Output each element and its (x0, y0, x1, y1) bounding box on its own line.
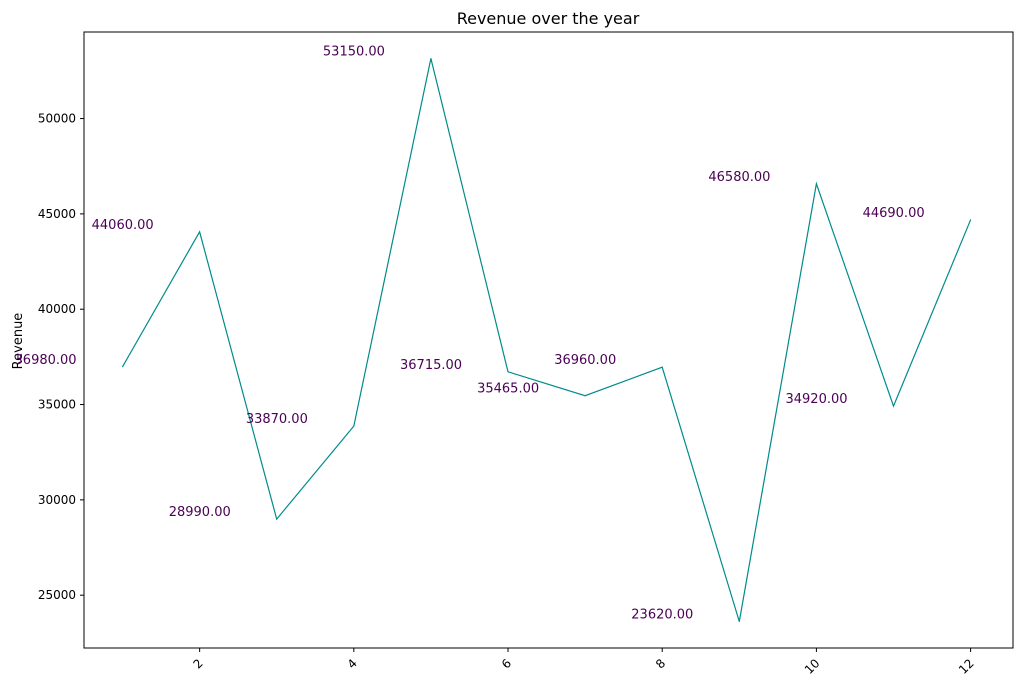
data-point (122, 366, 124, 368)
data-point (584, 395, 586, 397)
x-tick-label: 10 (802, 656, 823, 677)
y-tick-label: 40000 (38, 302, 76, 316)
data-point (661, 366, 663, 368)
x-tick-label: 12 (956, 656, 977, 677)
y-axis-label: Revenue (11, 313, 26, 370)
data-label: 23620.00 (631, 607, 693, 622)
data-label: 35465.00 (477, 382, 539, 397)
data-label: 28990.00 (169, 505, 231, 520)
data-label: 36980.00 (15, 353, 77, 368)
y-tick-label: 30000 (38, 493, 76, 507)
y-tick-label: 45000 (38, 207, 76, 221)
data-label: 36960.00 (554, 353, 616, 368)
revenue-series-line (121, 58, 972, 622)
data-point (199, 231, 201, 233)
data-label: 44690.00 (863, 206, 925, 221)
series-layer (121, 58, 972, 622)
y-tick-label: 35000 (38, 398, 76, 412)
data-label: 34920.00 (785, 392, 847, 407)
data-labels-layer: 36980.00 44060.00 28990.00 33870.00 53150.00… (15, 45, 925, 623)
data-point (353, 425, 355, 427)
data-point (507, 371, 509, 373)
plot-frame (83, 31, 1014, 649)
x-tick-label: 4 (345, 656, 360, 671)
data-label: 46580.00 (708, 170, 770, 185)
x-tick-label: 2 (190, 656, 205, 671)
chart-title: Revenue over the year (457, 9, 640, 28)
data-label: 36715.00 (400, 358, 462, 373)
data-point (815, 183, 817, 185)
data-label: 33870.00 (246, 412, 308, 427)
data-point (738, 620, 740, 622)
data-label: 44060.00 (92, 218, 154, 233)
data-point (430, 58, 432, 60)
y-tick-label: 25000 (38, 588, 76, 602)
data-label: 53150.00 (323, 45, 385, 60)
data-point (970, 219, 972, 221)
axes: 25000 30000 35000 40000 45000 50000 2 4 6 8 10 12 (38, 31, 1014, 677)
y-tick-label: 50000 (38, 112, 76, 126)
data-point (276, 518, 278, 520)
data-point (893, 405, 895, 407)
x-tick-label: 8 (653, 656, 668, 671)
x-tick-label: 6 (499, 656, 514, 671)
